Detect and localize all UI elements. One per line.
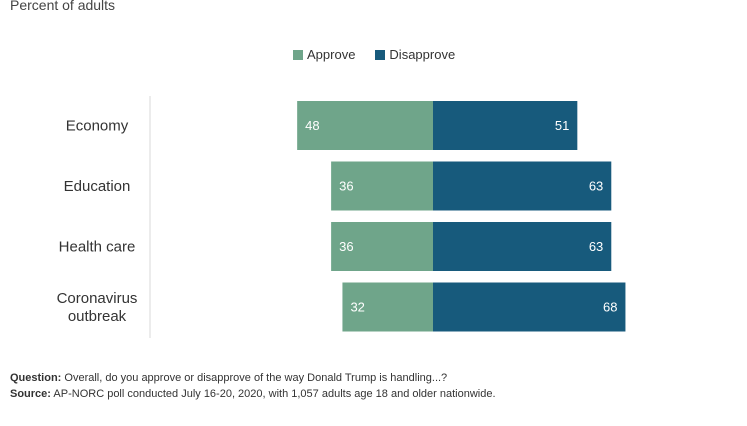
diverging-bar-chart: 48 51 Economy 36 63 Education 36 63 Health care 3… bbox=[57, 96, 626, 338]
category-label-line: Coronavirus bbox=[57, 290, 138, 307]
bar-disapprove-1 bbox=[433, 161, 612, 211]
question-label: Question: bbox=[10, 372, 62, 384]
source-text: AP-NORC poll conducted July 16-20, 2020,… bbox=[50, 388, 496, 400]
data-label-approve-0: 48 bbox=[305, 118, 319, 133]
bar-approve-1 bbox=[331, 161, 433, 211]
data-label-disapprove-3: 68 bbox=[603, 300, 617, 315]
data-label-approve-3: 32 bbox=[350, 300, 364, 315]
question-text: Overall, do you approve or disapprove of… bbox=[61, 372, 448, 384]
legend-label-approve: Approve bbox=[307, 47, 356, 62]
legend-swatch-disapprove bbox=[375, 49, 386, 60]
category-label-line: outbreak bbox=[68, 308, 127, 325]
chart-legend: Approve Disapprove bbox=[293, 47, 475, 62]
bar-disapprove-3 bbox=[433, 282, 626, 332]
bar-approve-2 bbox=[331, 222, 433, 271]
category-label-line: Education bbox=[64, 178, 131, 195]
chart-subtitle: Percent of adults bbox=[10, 0, 116, 13]
footnote-source: Source: AP-NORC poll conducted July 16-2… bbox=[10, 388, 496, 400]
category-label-line: Economy bbox=[66, 118, 129, 135]
bar-disapprove-0 bbox=[433, 101, 578, 150]
category-label-0: Economy bbox=[66, 118, 129, 135]
legend-label-disapprove: Disapprove bbox=[389, 47, 456, 62]
bar-disapprove-2 bbox=[433, 222, 612, 271]
legend-swatch-approve bbox=[293, 49, 303, 60]
bar-approve-3 bbox=[342, 282, 433, 332]
data-label-disapprove-1: 63 bbox=[589, 179, 603, 194]
category-label-1: Education bbox=[64, 178, 131, 195]
category-label-3: Coronavirus outbreak bbox=[57, 290, 138, 325]
legend-item-approve: Approve bbox=[293, 47, 355, 62]
data-label-approve-2: 36 bbox=[339, 239, 353, 254]
data-label-approve-1: 36 bbox=[339, 179, 353, 194]
category-label-line: Health care bbox=[59, 239, 136, 256]
data-label-disapprove-2: 63 bbox=[589, 239, 603, 254]
footnote-question: Question: Overall, do you approve or dis… bbox=[10, 372, 447, 384]
source-label: Source: bbox=[10, 388, 51, 400]
legend-item-disapprove: Disapprove bbox=[375, 47, 455, 62]
data-label-disapprove-0: 51 bbox=[555, 118, 569, 133]
category-label-2: Health care bbox=[59, 239, 136, 256]
bar-approve-0 bbox=[297, 101, 433, 150]
